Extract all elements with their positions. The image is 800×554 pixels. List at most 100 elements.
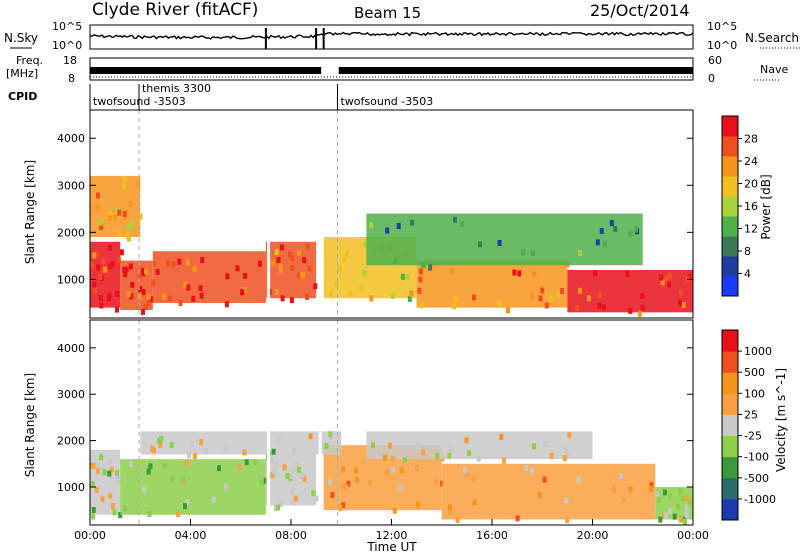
scatter-cell bbox=[95, 251, 99, 258]
scatter-cell bbox=[628, 486, 633, 493]
scatter-cell bbox=[369, 222, 373, 229]
scatter-cell bbox=[478, 241, 482, 248]
scatter-cell bbox=[564, 447, 568, 454]
scatter-cell bbox=[687, 273, 692, 280]
colorbar-swatch bbox=[722, 435, 738, 458]
scatter-cell bbox=[199, 292, 204, 299]
scatter-cell bbox=[162, 462, 167, 469]
scatter-cell bbox=[668, 507, 673, 514]
scatter-cell bbox=[532, 271, 537, 278]
scatter-cell bbox=[270, 472, 275, 479]
scatter-cell bbox=[684, 505, 689, 512]
scatter-cell bbox=[96, 264, 101, 271]
scatter-cell bbox=[399, 467, 404, 474]
colorbar-swatch bbox=[722, 498, 738, 521]
noise-panel-frame bbox=[89, 24, 694, 50]
colorbar-swatch bbox=[722, 116, 738, 137]
scatter-cell bbox=[417, 287, 422, 294]
nave-right-tick-top: 60 bbox=[708, 54, 722, 67]
freq-unit-label: [MHz] bbox=[6, 67, 38, 80]
scatter-cell bbox=[679, 289, 684, 296]
scatter-cell bbox=[146, 293, 151, 300]
scatter-cell bbox=[678, 488, 683, 495]
scatter-cell bbox=[576, 476, 581, 483]
colorbar-swatch bbox=[722, 196, 738, 217]
scatter-cell bbox=[274, 248, 279, 255]
scatter-cell bbox=[290, 255, 295, 262]
scatter-cell bbox=[453, 216, 457, 223]
scatter-cell bbox=[467, 450, 472, 457]
scatter-cell bbox=[628, 230, 633, 237]
scatter-cell bbox=[668, 272, 672, 279]
colorbar-swatch bbox=[722, 351, 738, 373]
scatter-cell bbox=[244, 459, 249, 466]
scatter-cell bbox=[422, 262, 426, 268]
scatter-cell bbox=[295, 461, 299, 468]
scatter-region bbox=[366, 431, 593, 460]
scatter-cell bbox=[98, 273, 103, 280]
scatter-cell bbox=[619, 473, 624, 479]
scatter-cell bbox=[363, 241, 368, 248]
scatter-cell bbox=[289, 297, 294, 304]
scatter-cell bbox=[122, 182, 127, 189]
scatter-cell bbox=[95, 462, 100, 469]
scatter-cell bbox=[186, 284, 191, 291]
station-title: Clyde River (fitACF) bbox=[92, 0, 258, 20]
scatter-cell bbox=[137, 294, 142, 300]
scatter-cell bbox=[359, 285, 364, 292]
scatter-cell bbox=[305, 294, 309, 300]
nave-right-tick-bottom: 0 bbox=[708, 72, 715, 85]
scatter-cell bbox=[92, 281, 97, 288]
scatter-cell bbox=[564, 497, 569, 504]
scatter-cell bbox=[123, 271, 128, 278]
scatter-cell bbox=[334, 280, 339, 287]
scatter-cell bbox=[472, 294, 476, 301]
scatter-cell bbox=[448, 446, 453, 452]
freq-band-1 bbox=[90, 67, 322, 74]
scatter-cell bbox=[99, 224, 104, 231]
scatter-cell bbox=[143, 303, 148, 310]
scatter-cell bbox=[659, 274, 664, 281]
scatter-cell bbox=[240, 289, 245, 296]
scatter-cell bbox=[107, 263, 112, 270]
scatter-cell bbox=[329, 291, 334, 298]
scatter-cell bbox=[275, 289, 280, 296]
scatter-cell bbox=[103, 266, 108, 273]
scatter-cell bbox=[199, 439, 204, 446]
scatter-cell bbox=[409, 290, 414, 297]
scatter-cell bbox=[407, 296, 412, 303]
scatter-cell bbox=[115, 207, 120, 214]
scatter-cell bbox=[448, 504, 452, 511]
scatter-cell bbox=[324, 443, 329, 450]
scatter-cell bbox=[515, 515, 520, 522]
scatter-cell bbox=[676, 503, 680, 510]
scatter-cell bbox=[167, 295, 172, 302]
scatter-cell bbox=[637, 310, 642, 317]
scatter-cell bbox=[499, 433, 504, 440]
colorbar-tick-label: 28 bbox=[744, 133, 758, 146]
scatter-cell bbox=[108, 492, 113, 499]
scatter-cell bbox=[354, 467, 358, 474]
x-tick-label: 00:00 bbox=[74, 529, 106, 542]
colorbar-swatch bbox=[722, 156, 738, 177]
scatter-cell bbox=[677, 300, 682, 307]
scatter-cell bbox=[302, 257, 307, 264]
panel-frame bbox=[89, 109, 694, 319]
scatter-cell bbox=[609, 220, 614, 227]
colorbar-swatch bbox=[722, 456, 738, 479]
scatter-cell bbox=[595, 239, 600, 246]
scatter-cell bbox=[91, 513, 96, 520]
scatter-cell bbox=[347, 289, 352, 296]
y-tick-label: 2000 bbox=[57, 226, 85, 239]
power-panel: 1000 2000 3000 4000 bbox=[57, 109, 694, 319]
scatter-cell bbox=[385, 469, 390, 476]
scatter-cell bbox=[338, 505, 343, 512]
scatter-cell bbox=[224, 301, 229, 308]
scatter-cell bbox=[419, 268, 423, 275]
scatter-cell bbox=[257, 260, 262, 267]
scatter-cell bbox=[138, 286, 143, 293]
scatter-region bbox=[152, 251, 266, 303]
scatter-cell bbox=[170, 475, 175, 482]
scatter-cell bbox=[345, 250, 349, 257]
